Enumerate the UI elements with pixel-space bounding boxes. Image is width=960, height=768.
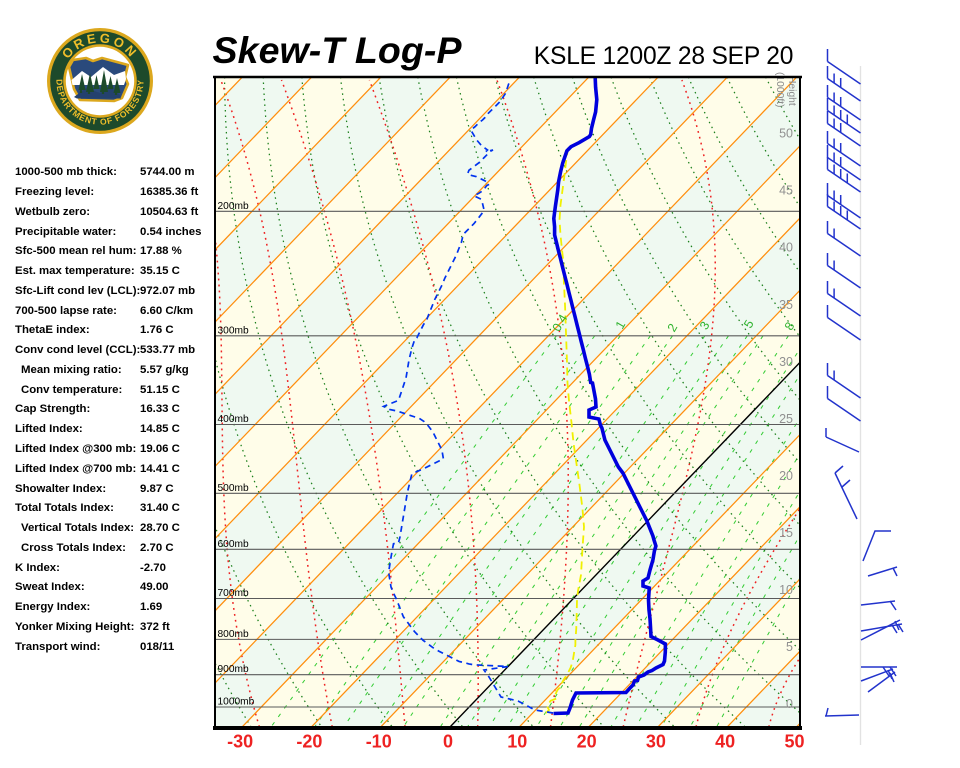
svg-text:300mb: 300mb — [218, 325, 249, 336]
svg-text:20: 20 — [779, 469, 793, 483]
svg-text:0: 0 — [786, 697, 793, 711]
svg-text:40: 40 — [715, 732, 735, 752]
svg-text:1000mb: 1000mb — [218, 697, 255, 708]
svg-text:50: 50 — [784, 732, 804, 752]
svg-text:900mb: 900mb — [218, 664, 249, 675]
svg-text:-20: -20 — [296, 732, 322, 752]
svg-text:800mb: 800mb — [218, 629, 249, 640]
svg-text:Height: Height — [786, 76, 797, 106]
svg-text:30: 30 — [779, 355, 793, 369]
svg-text:45: 45 — [779, 184, 793, 198]
svg-text:-10: -10 — [366, 732, 392, 752]
svg-text:40: 40 — [779, 241, 793, 255]
svg-text:10: 10 — [507, 732, 527, 752]
svg-text:-30: -30 — [227, 732, 253, 752]
svg-text:35: 35 — [779, 298, 793, 312]
svg-text:(1000ft): (1000ft) — [774, 72, 785, 108]
svg-text:200mb: 200mb — [218, 201, 249, 212]
svg-text:30: 30 — [646, 732, 666, 752]
svg-text:20: 20 — [577, 732, 597, 752]
svg-text:15: 15 — [779, 526, 793, 540]
svg-text:50: 50 — [779, 127, 793, 141]
svg-text:10: 10 — [779, 583, 793, 597]
svg-text:600mb: 600mb — [218, 539, 249, 550]
svg-text:500mb: 500mb — [218, 483, 249, 494]
svg-text:5: 5 — [786, 640, 793, 654]
svg-text:25: 25 — [779, 412, 793, 426]
svg-text:400mb: 400mb — [218, 414, 249, 425]
svg-text:700mb: 700mb — [218, 588, 249, 599]
svg-text:0: 0 — [443, 732, 453, 752]
